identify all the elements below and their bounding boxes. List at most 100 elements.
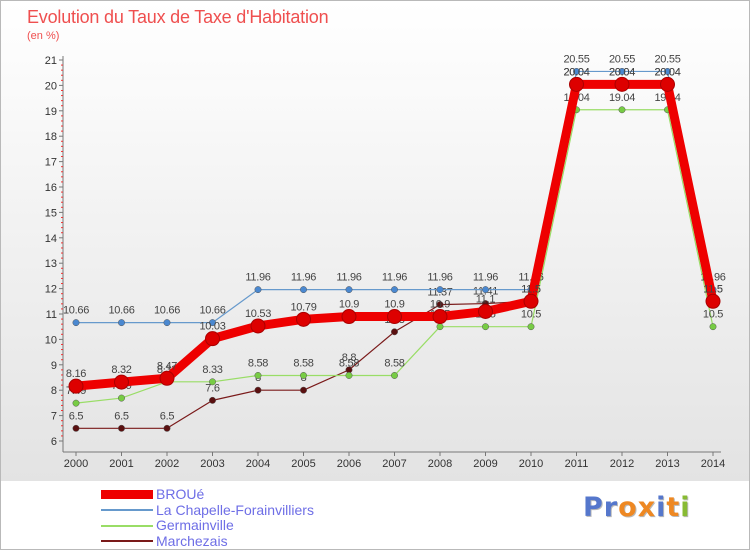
legend-swatch xyxy=(101,540,153,543)
data-label: 8.58 xyxy=(293,357,313,369)
data-label: 8.32 xyxy=(111,364,131,376)
series-line xyxy=(75,70,714,324)
proxiti-logo: Proxiti xyxy=(583,492,691,523)
data-point xyxy=(432,309,448,325)
y-tick-label: 18 xyxy=(45,131,57,143)
data-point xyxy=(478,303,493,319)
chart-title: Evolution du Taux de Taxe d'Habitation xyxy=(27,7,329,27)
data-point xyxy=(523,293,539,309)
data-point xyxy=(614,76,630,92)
data-point xyxy=(345,372,353,379)
data-label: 10.9 xyxy=(339,299,359,311)
x-tick-label: 2002 xyxy=(155,458,179,470)
y-tick-label: 17 xyxy=(45,157,57,169)
data-point xyxy=(159,370,175,386)
data-point xyxy=(296,311,311,327)
data-point xyxy=(387,309,402,325)
data-point xyxy=(436,286,444,294)
data-label: 8.16 xyxy=(66,368,86,380)
data-point xyxy=(250,318,266,334)
x-tick-label: 2007 xyxy=(382,458,406,470)
data-point xyxy=(72,319,80,327)
data-label: 11.5 xyxy=(521,283,541,295)
data-label: 10.5 xyxy=(703,309,723,321)
data-point xyxy=(118,394,125,402)
legend-swatch xyxy=(101,490,153,500)
y-tick-label: 15 xyxy=(45,207,57,219)
data-point xyxy=(72,399,80,407)
data-label: 11.96 xyxy=(473,272,498,284)
data-label: 11.96 xyxy=(245,272,270,284)
data-point xyxy=(341,309,357,325)
data-point xyxy=(163,319,171,327)
data-point xyxy=(163,424,171,432)
data-point xyxy=(436,323,444,331)
y-tick-label: 20 xyxy=(45,80,57,92)
data-point xyxy=(254,386,262,394)
x-tick-label: 2003 xyxy=(200,458,224,470)
y-tick-label: 10 xyxy=(45,334,57,346)
data-label: 6.5 xyxy=(69,410,84,422)
data-point xyxy=(391,372,398,379)
data-label: 8.8 xyxy=(342,352,357,364)
data-label: 11.96 xyxy=(427,272,452,284)
data-point xyxy=(345,286,353,294)
x-tick-label: 2010 xyxy=(519,458,543,470)
legend-swatch xyxy=(101,509,153,512)
data-point xyxy=(436,301,444,309)
data-point xyxy=(300,386,307,394)
data-point xyxy=(254,372,262,379)
data-label: 8.33 xyxy=(202,364,222,376)
data-label: 8.58 xyxy=(248,357,268,369)
data-point xyxy=(709,323,717,331)
data-point xyxy=(254,286,262,294)
data-label: 6.5 xyxy=(160,410,175,422)
data-label: 20.55 xyxy=(654,53,680,65)
data-label: 11.1 xyxy=(476,293,496,305)
data-point xyxy=(660,76,675,92)
data-label: 10.66 xyxy=(63,305,89,317)
data-label: 8.58 xyxy=(339,357,359,369)
data-label: 10.03 xyxy=(199,321,225,333)
legend-item: La Chapelle-Forainvilliers xyxy=(101,502,314,519)
data-label: 20.04 xyxy=(609,66,635,78)
legend-swatch xyxy=(101,524,153,527)
data-point xyxy=(482,323,489,331)
data-point xyxy=(209,319,216,327)
legend-item: Germainville xyxy=(101,518,314,534)
data-label: 20.55 xyxy=(563,53,589,65)
data-point xyxy=(118,319,125,327)
y-tick-label: 6 xyxy=(51,436,57,448)
x-tick-label: 2014 xyxy=(701,458,725,470)
legend: BROUé La Chapelle-Forainvilliers Germainvi… xyxy=(101,487,314,549)
data-label: 11.96 xyxy=(382,272,407,284)
data-point xyxy=(618,67,626,75)
x-tick-label: 2005 xyxy=(291,458,315,470)
y-tick-label: 16 xyxy=(45,182,57,194)
data-point xyxy=(618,106,626,114)
y-tick-label: 8 xyxy=(51,385,57,397)
x-tick-label: 2009 xyxy=(473,458,497,470)
data-label: 10.5 xyxy=(521,309,541,321)
y-tick-label: 11 xyxy=(46,309,57,321)
data-label: 20.55 xyxy=(609,53,635,65)
data-label: 10.66 xyxy=(154,305,180,317)
data-point xyxy=(527,323,535,331)
data-point xyxy=(482,286,489,294)
series-line xyxy=(71,79,718,391)
y-tick-label: 7 xyxy=(51,411,57,423)
data-label: 8.58 xyxy=(384,357,404,369)
data-label: 19.04 xyxy=(609,92,635,104)
data-point xyxy=(664,67,671,75)
data-label: 7.6 xyxy=(205,382,220,394)
data-point xyxy=(391,286,398,294)
x-tick-label: 2006 xyxy=(337,458,361,470)
legend-item: BROUé xyxy=(101,487,314,503)
series-BROUé: 8.16 8.32 8.47 10.03 10.53 10.79 10.9 10.9 10.9 1… xyxy=(66,66,723,394)
data-label: 10.53 xyxy=(245,308,271,320)
line-chart: 6 7 8 9 10 11 12 13 14 15 16 17 18 19 20 21 2000 2001 2002… xyxy=(45,53,726,470)
data-label: 10.9 xyxy=(384,299,404,311)
x-tick-label: 2000 xyxy=(64,458,88,470)
data-label: 10.79 xyxy=(290,301,316,313)
